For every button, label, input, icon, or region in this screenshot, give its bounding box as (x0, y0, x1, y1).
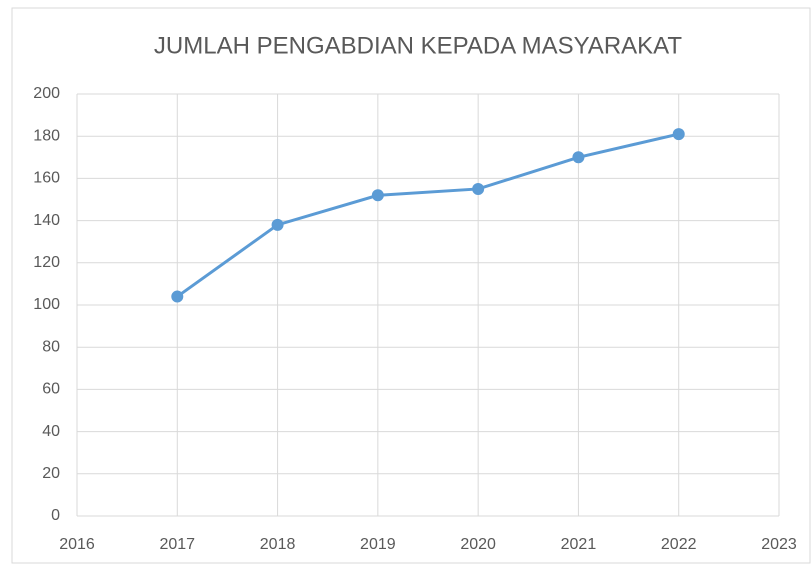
x-tick-label: 2022 (661, 536, 697, 553)
x-tick-label: 2017 (159, 536, 195, 553)
x-tick-label: 2018 (260, 536, 296, 553)
y-tick-label: 100 (33, 296, 60, 313)
data-point (672, 128, 685, 141)
y-tick-label: 140 (33, 212, 60, 229)
data-point (472, 182, 485, 195)
x-tick-label: 2019 (360, 536, 396, 553)
chart-title: JUMLAH PENGABDIAN KEPADA MASYARAKAT (154, 32, 682, 59)
y-tick-label: 0 (51, 507, 60, 524)
y-tick-label: 60 (42, 381, 60, 398)
y-tick-label: 40 (42, 423, 60, 440)
x-tick-label: 2020 (460, 536, 496, 553)
data-point (171, 290, 184, 303)
data-point (271, 218, 284, 231)
y-tick-label: 200 (33, 85, 60, 102)
x-tick-label: 2021 (561, 536, 597, 553)
y-tick-label: 160 (33, 170, 60, 187)
y-tick-label: 80 (42, 338, 60, 355)
y-tick-label: 180 (33, 127, 60, 144)
chart-frame (11, 7, 811, 564)
data-point (572, 151, 585, 164)
x-tick-label: 2016 (59, 536, 95, 553)
data-line (176, 132, 680, 298)
y-tick-label: 120 (33, 254, 60, 271)
x-tick-label: 2023 (761, 536, 797, 553)
y-tick-label: 20 (42, 465, 60, 482)
data-point (371, 189, 384, 202)
